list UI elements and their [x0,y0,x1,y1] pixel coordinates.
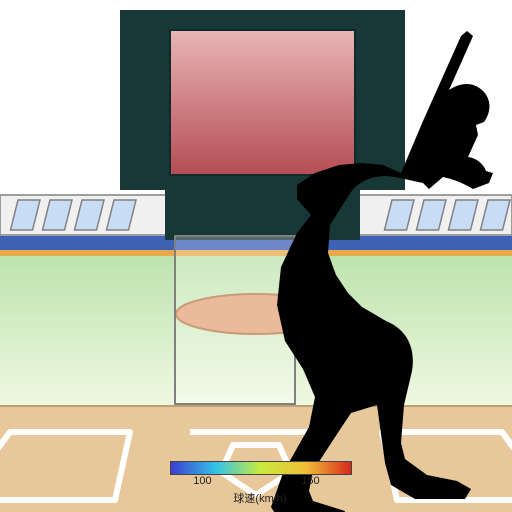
speed-legend-bar [170,461,352,475]
speed-legend-ticks: 100 150 [170,475,350,489]
pitch-chart-stage: 100 150 球速(km/h) [0,0,512,512]
speed-legend-label: 球速(km/h) [170,490,350,506]
scene-svg [0,0,512,512]
speed-legend-tick: 100 [193,475,211,487]
speed-legend: 100 150 球速(km/h) [170,461,350,506]
speed-legend-tick: 150 [301,475,319,487]
